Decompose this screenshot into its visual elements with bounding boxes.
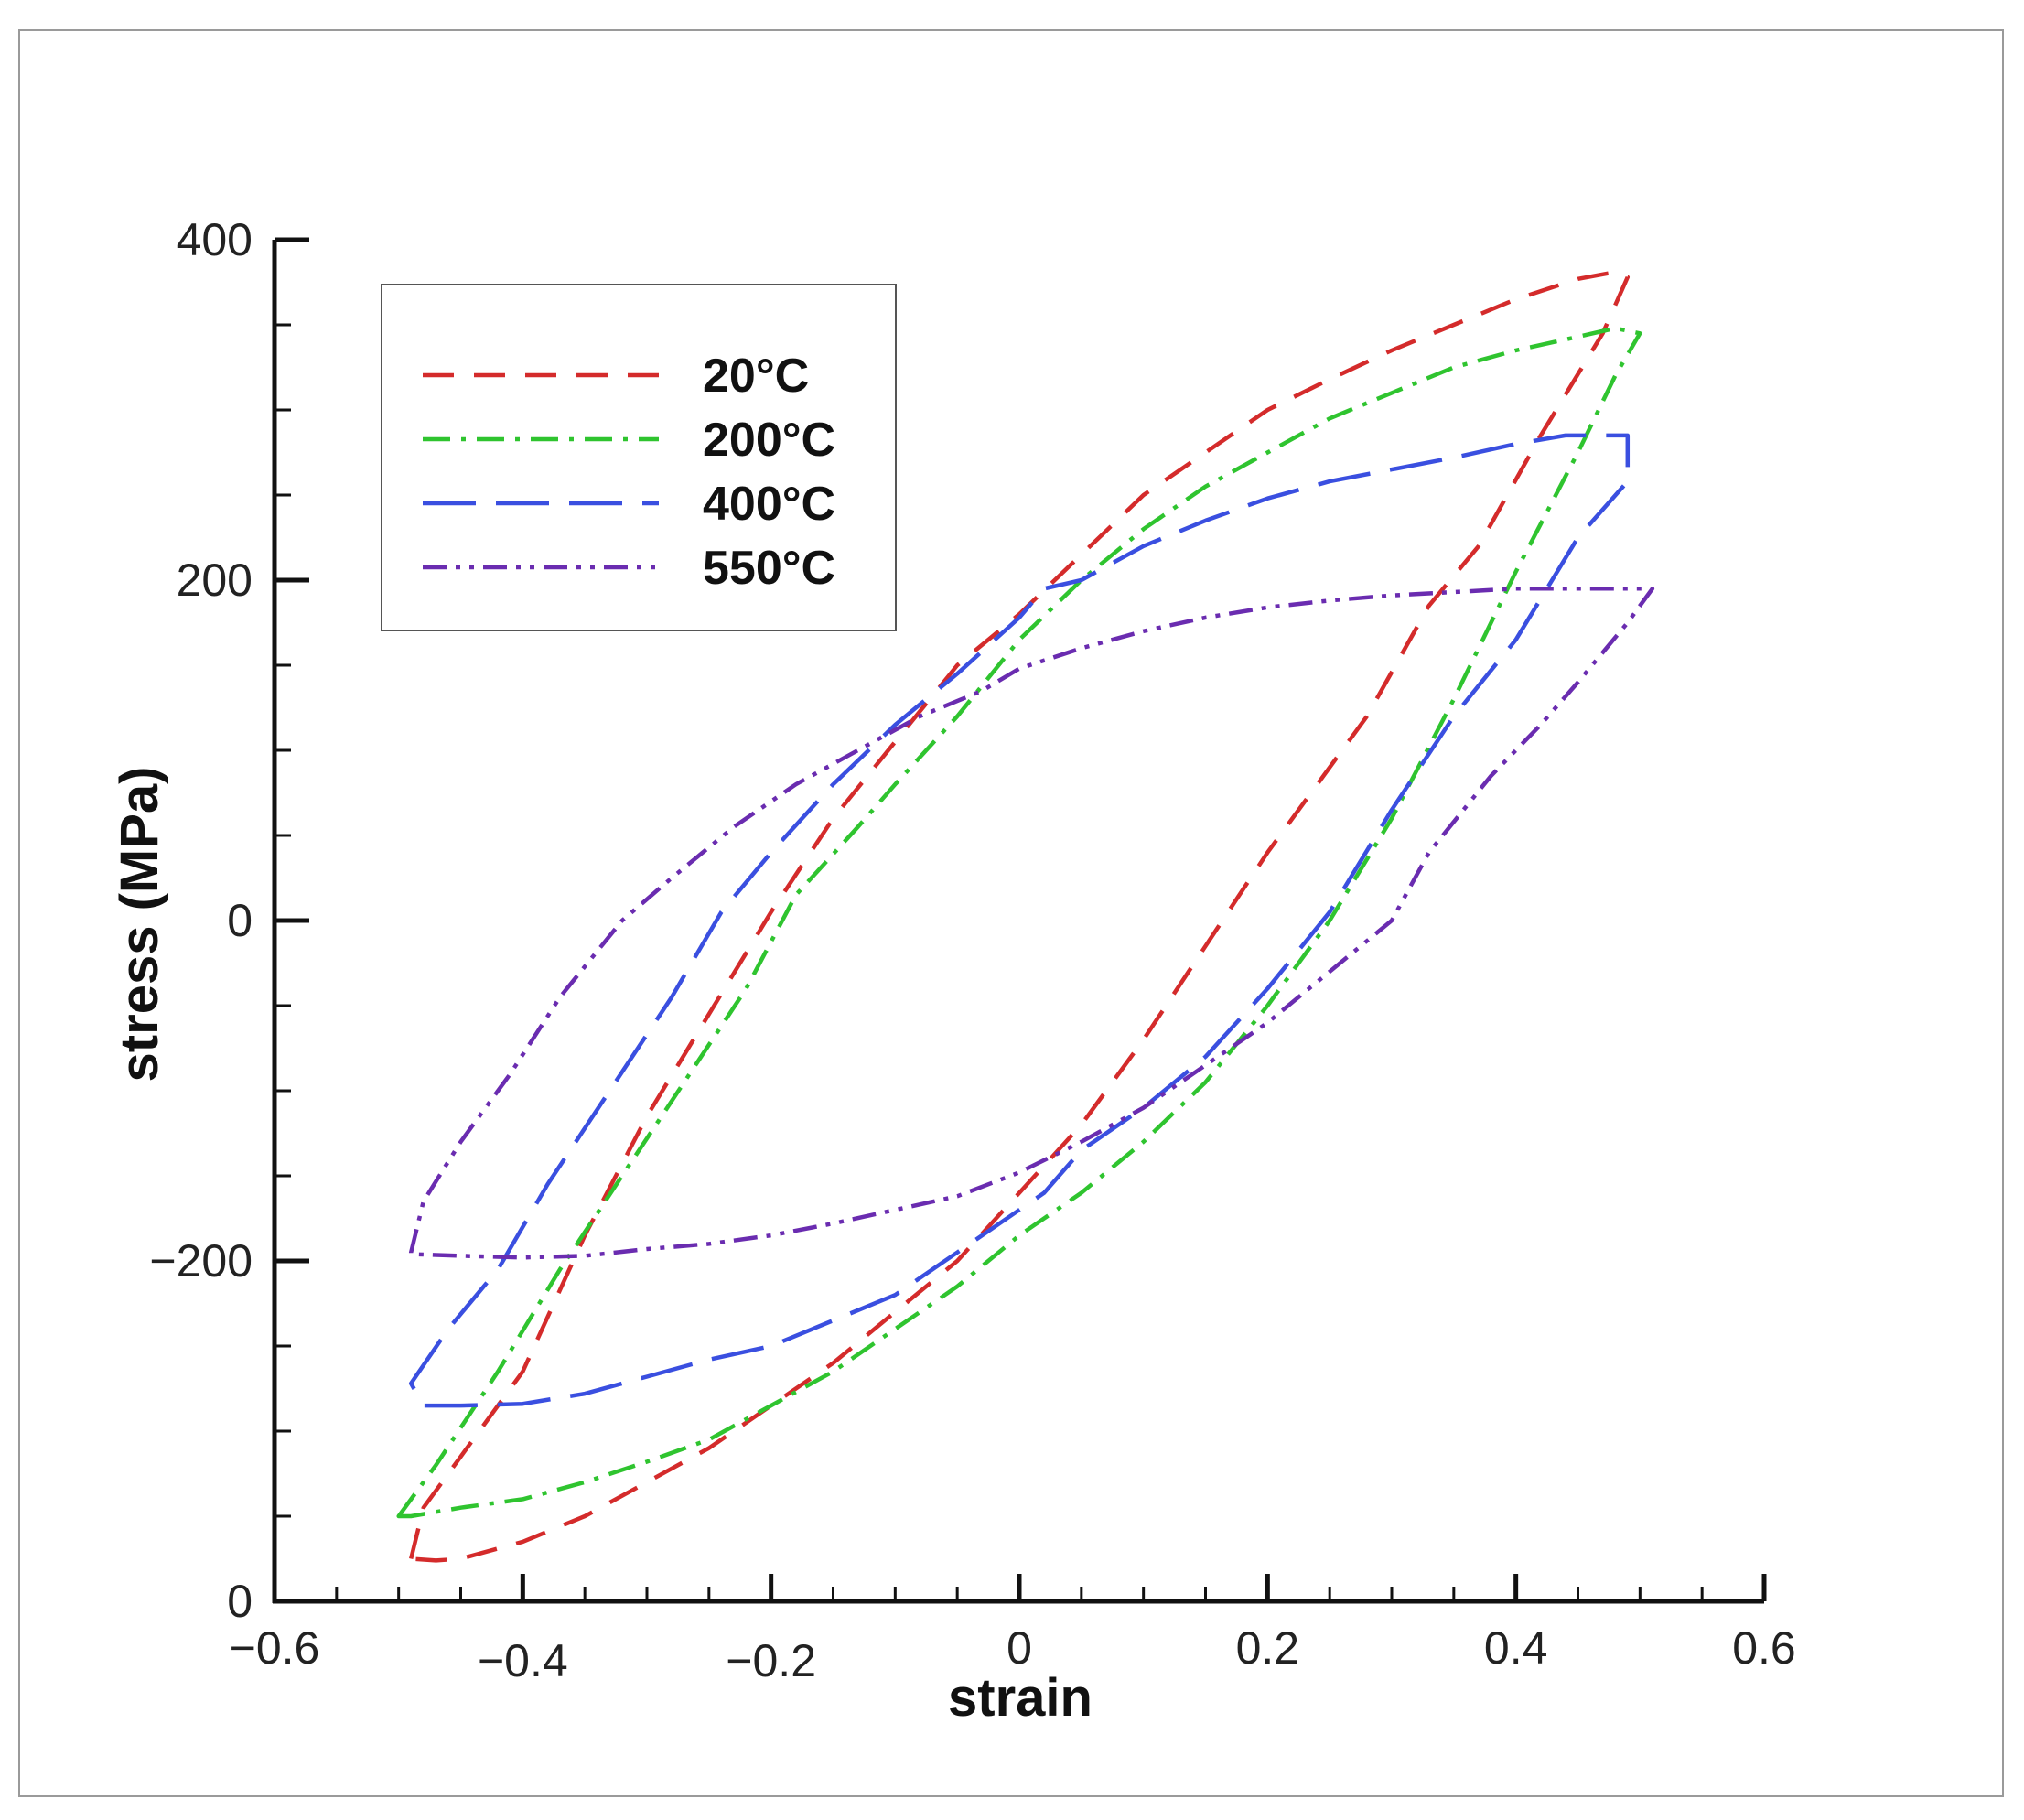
legend-label: 20°C bbox=[703, 350, 809, 403]
legend-entry: 550°C bbox=[423, 542, 835, 595]
y-axis-title: stress (MPa) bbox=[110, 767, 169, 1082]
legend-entry: 400°C bbox=[423, 478, 835, 531]
x-tick-label: 0.2 bbox=[1236, 1622, 1300, 1674]
x-tick-label: −0.4 bbox=[478, 1635, 568, 1686]
x-tick-label: 0.6 bbox=[1732, 1622, 1796, 1674]
legend-entry: 20°C bbox=[423, 350, 809, 403]
legend-label: 400°C bbox=[703, 478, 835, 531]
series-line-2 bbox=[396, 326, 1642, 1519]
figure-frame bbox=[18, 29, 2004, 1797]
x-tick-label: 0 bbox=[1007, 1622, 1032, 1674]
y-tick-labels: 0 −200 0 200 400 bbox=[149, 214, 253, 1627]
y-tick-label: 400 bbox=[177, 214, 253, 265]
legend-label: 550°C bbox=[703, 542, 835, 595]
legend-label: 200°C bbox=[703, 414, 835, 467]
x-tick-labels: −0.6 −0.4 −0.2 0 0.2 0.4 0.6 bbox=[230, 1622, 1796, 1686]
series-layer bbox=[396, 270, 1655, 1563]
x-tick-label: 0.4 bbox=[1484, 1622, 1548, 1674]
legend: 20°C 200°C 400°C 550°C bbox=[381, 284, 897, 631]
legend-box bbox=[381, 284, 897, 631]
series-line-4 bbox=[408, 587, 1655, 1260]
y-tick-label: 0 bbox=[227, 1576, 253, 1627]
y-tick-label: 0 bbox=[227, 895, 253, 946]
x-tick-label: −0.6 bbox=[230, 1622, 320, 1674]
y-tick-label: 200 bbox=[177, 555, 253, 606]
legend-entry: 200°C bbox=[423, 414, 835, 467]
minor-ticks bbox=[275, 323, 1704, 1601]
x-axis-title: strain bbox=[948, 1668, 1093, 1728]
series-line-3 bbox=[408, 433, 1631, 1408]
x-tick-label: −0.2 bbox=[726, 1635, 816, 1686]
major-ticks bbox=[272, 237, 1767, 1604]
y-tick-label: −200 bbox=[149, 1235, 253, 1287]
series-line-1 bbox=[408, 270, 1631, 1563]
